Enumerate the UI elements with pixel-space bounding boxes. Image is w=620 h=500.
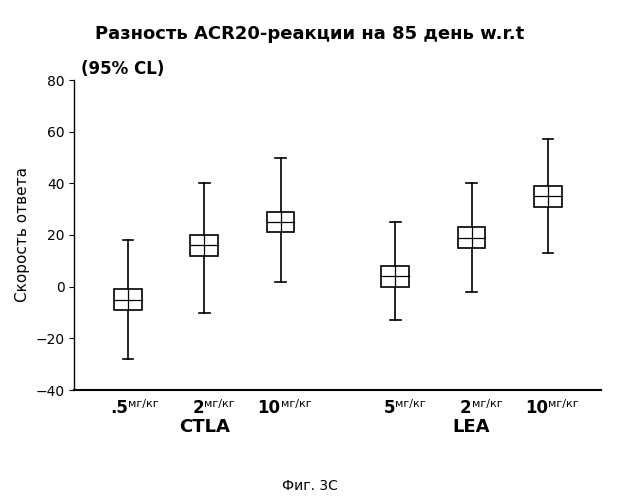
Text: мг/кг: мг/кг: [204, 399, 235, 409]
Text: Разность ACR20-реакции на 85 день w.r.t: Разность ACR20-реакции на 85 день w.r.t: [95, 25, 525, 43]
Text: 2: 2: [460, 399, 472, 417]
Text: CTLA: CTLA: [179, 418, 229, 436]
Text: .5: .5: [110, 399, 128, 417]
Text: мг/кг: мг/кг: [281, 399, 311, 409]
Text: (95% CL): (95% CL): [81, 60, 164, 78]
Bar: [381, 266, 409, 286]
Text: мг/кг: мг/кг: [548, 399, 578, 409]
Y-axis label: Скорость ответа: Скорость ответа: [15, 168, 30, 302]
Bar: [534, 186, 562, 206]
Bar: [267, 212, 294, 233]
Text: 10: 10: [258, 399, 281, 417]
Bar: [458, 227, 485, 248]
Text: 2: 2: [193, 399, 204, 417]
Text: мг/кг: мг/кг: [472, 399, 502, 409]
Text: мг/кг: мг/кг: [395, 399, 426, 409]
Bar: [190, 235, 218, 256]
Bar: [114, 289, 141, 310]
Text: мг/кг: мг/кг: [128, 399, 159, 409]
Text: Фиг. 3С: Фиг. 3С: [282, 479, 338, 493]
Text: 10: 10: [525, 399, 548, 417]
Text: 5: 5: [384, 399, 395, 417]
Text: LEA: LEA: [453, 418, 490, 436]
